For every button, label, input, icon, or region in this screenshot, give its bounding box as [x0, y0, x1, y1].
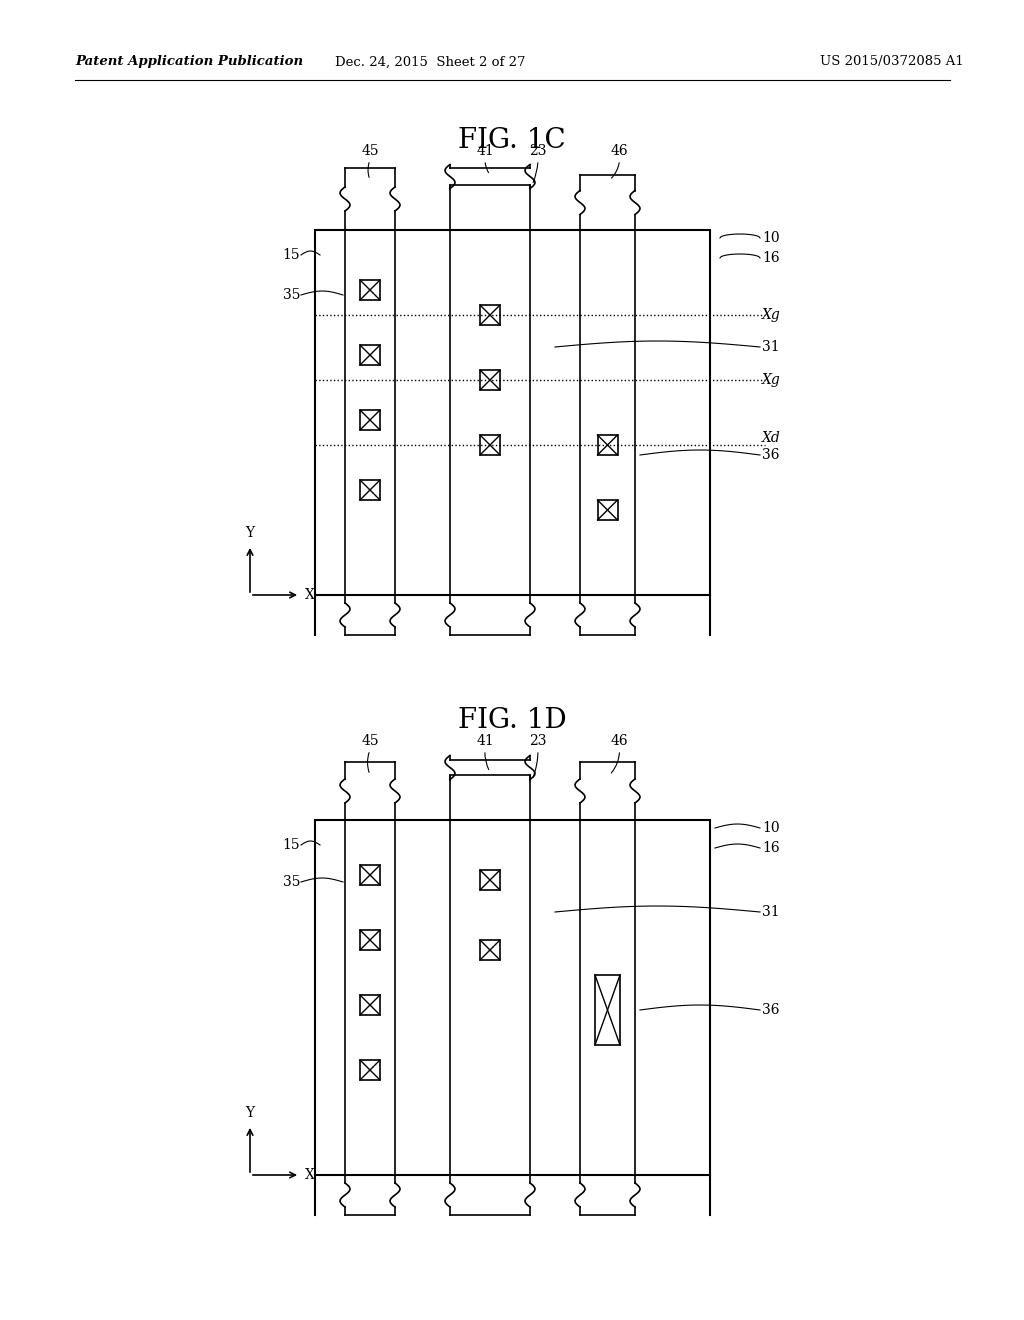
Bar	[597, 500, 617, 520]
Text: Dec. 24, 2015  Sheet 2 of 27: Dec. 24, 2015 Sheet 2 of 27	[335, 55, 525, 69]
Bar	[360, 480, 380, 500]
Text: 10: 10	[762, 231, 779, 246]
Bar	[345, 230, 395, 595]
Text: US 2015/0372085 A1: US 2015/0372085 A1	[820, 55, 964, 69]
Bar	[360, 931, 380, 950]
Text: 41: 41	[476, 734, 494, 748]
Bar	[360, 411, 380, 430]
Text: 16: 16	[762, 251, 779, 265]
Bar	[360, 280, 380, 300]
Bar	[450, 185, 530, 230]
Bar	[580, 230, 635, 595]
Bar	[345, 820, 395, 1175]
Text: FIG. 1C: FIG. 1C	[458, 127, 566, 153]
Bar	[315, 820, 710, 1175]
Bar	[480, 940, 500, 960]
Text: 23: 23	[529, 734, 547, 748]
Text: Xg: Xg	[762, 374, 780, 387]
Text: Xd: Xd	[762, 432, 780, 445]
Bar	[580, 820, 635, 1175]
Text: X: X	[305, 587, 314, 602]
Bar	[595, 975, 620, 1045]
Bar	[450, 820, 530, 1175]
Text: Y: Y	[246, 1106, 255, 1119]
Bar	[315, 230, 710, 595]
Bar	[480, 370, 500, 389]
Bar	[597, 436, 617, 455]
Text: 10: 10	[762, 821, 779, 836]
Bar	[360, 345, 380, 366]
Bar	[450, 775, 530, 820]
Text: 45: 45	[361, 144, 379, 158]
Text: 16: 16	[762, 841, 779, 855]
Text: 23: 23	[529, 144, 547, 158]
Bar	[480, 870, 500, 890]
Text: 46: 46	[610, 734, 629, 748]
Text: 31: 31	[762, 906, 779, 919]
Text: 46: 46	[610, 144, 629, 158]
Text: 15: 15	[283, 838, 300, 851]
Text: Patent Application Publication: Patent Application Publication	[75, 55, 303, 69]
Text: Y: Y	[246, 525, 255, 540]
Text: 15: 15	[283, 248, 300, 261]
Text: Xg: Xg	[762, 308, 780, 322]
Text: 41: 41	[476, 144, 494, 158]
Bar	[450, 230, 530, 595]
Bar	[360, 865, 380, 884]
Text: 31: 31	[762, 341, 779, 354]
Bar	[360, 1060, 380, 1080]
Text: FIG. 1D: FIG. 1D	[458, 706, 566, 734]
Bar	[360, 995, 380, 1015]
Text: 36: 36	[762, 447, 779, 462]
Text: 36: 36	[762, 1003, 779, 1016]
Bar	[480, 436, 500, 455]
Text: X: X	[305, 1168, 314, 1181]
Bar	[480, 305, 500, 325]
Text: 45: 45	[361, 734, 379, 748]
Text: 35: 35	[283, 875, 300, 888]
Text: 35: 35	[283, 288, 300, 302]
